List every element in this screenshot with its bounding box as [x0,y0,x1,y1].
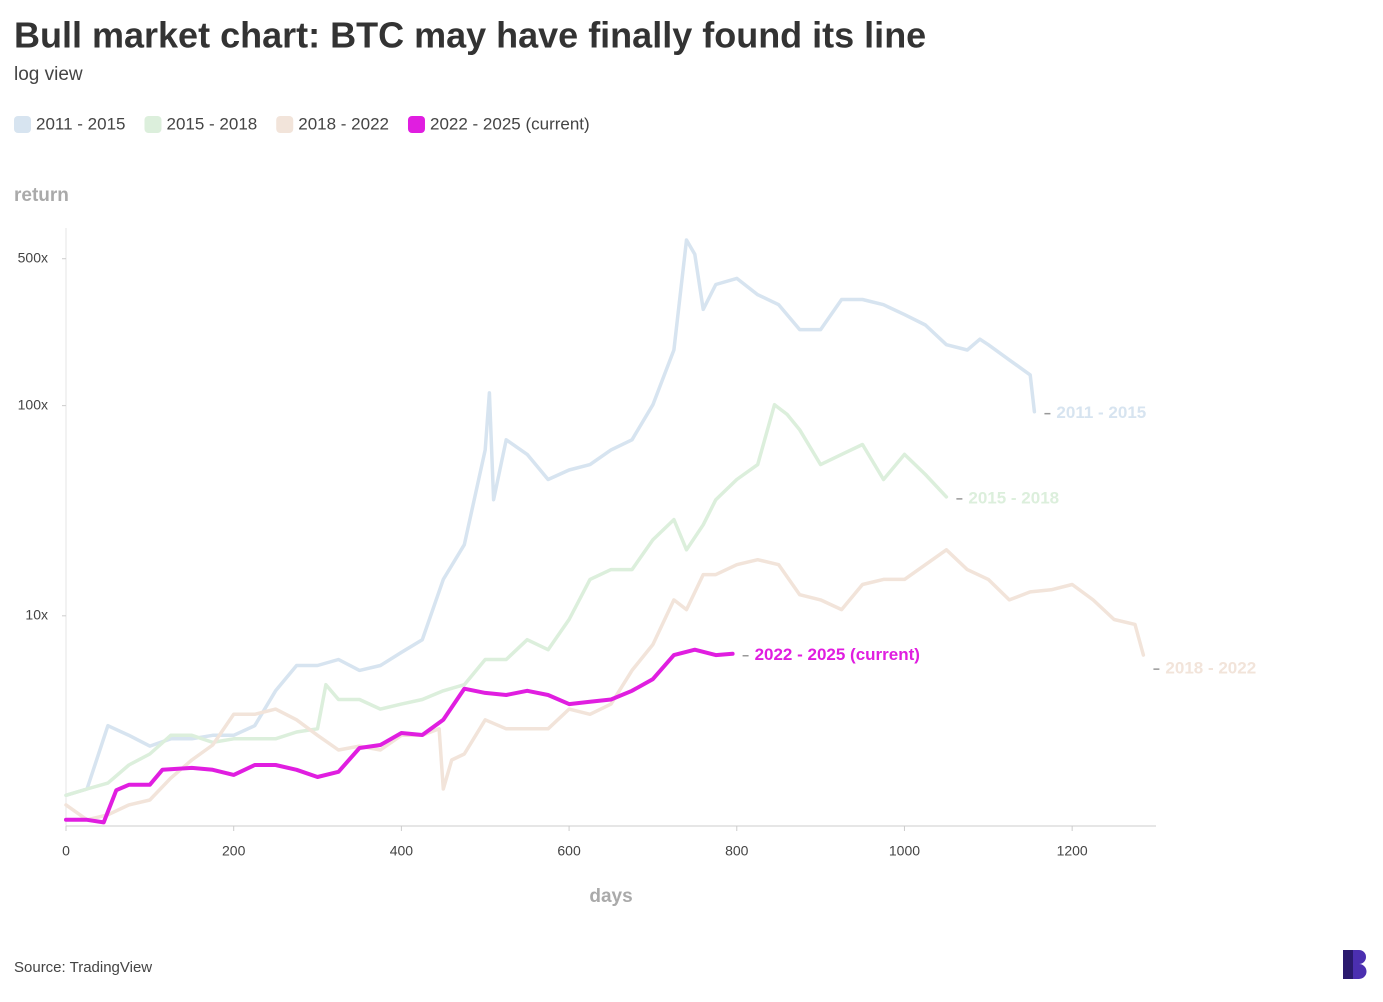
series-line [64,238,1037,798]
logo-bar [1343,950,1353,979]
x-tick-label: 1200 [1057,843,1088,859]
x-axis-label: days [589,886,632,907]
legend-label: 2015 - 2018 [166,114,257,133]
series-line [64,647,735,825]
end-label: 2022 - 2025 (current) [755,645,920,664]
legend-swatch [276,116,294,133]
legend-label: 2018 - 2022 [298,114,389,133]
end-label: 2015 - 2018 [968,488,1059,507]
x-tick-label: 600 [557,843,581,859]
series-line [64,402,949,798]
chart-title: Bull market chart: BTC may have finally … [14,15,926,56]
x-tick-label: 200 [222,843,246,859]
legend-label: 2022 - 2025 (current) [430,114,590,133]
end-label: 2011 - 2015 [1056,403,1146,422]
end-label: 2018 - 2022 [1165,659,1256,678]
chart-subtitle: log view [14,64,83,85]
y-tick-label: 10x [25,607,48,623]
legend-swatch [407,116,425,133]
legend-swatch [14,116,31,133]
y-axis-label: return [14,185,69,206]
logo [1343,950,1367,979]
y-tick-label: 100x [18,396,48,412]
x-tick-label: 800 [725,843,749,859]
legend-label: 2011 - 2015 [36,114,125,133]
y-tick-label: 500x [18,249,48,265]
x-tick-label: 0 [62,843,70,859]
x-tick-label: 1000 [889,843,920,859]
logo-shape [1353,950,1367,979]
source: Source: TradingView [14,959,152,976]
series-line [64,548,1146,822]
legend-swatch [144,116,162,133]
legend: 2011 - 2015 2015 - 2018 2018 - 2022 2022 - … [14,114,590,133]
x-tick-label: 400 [390,843,414,859]
